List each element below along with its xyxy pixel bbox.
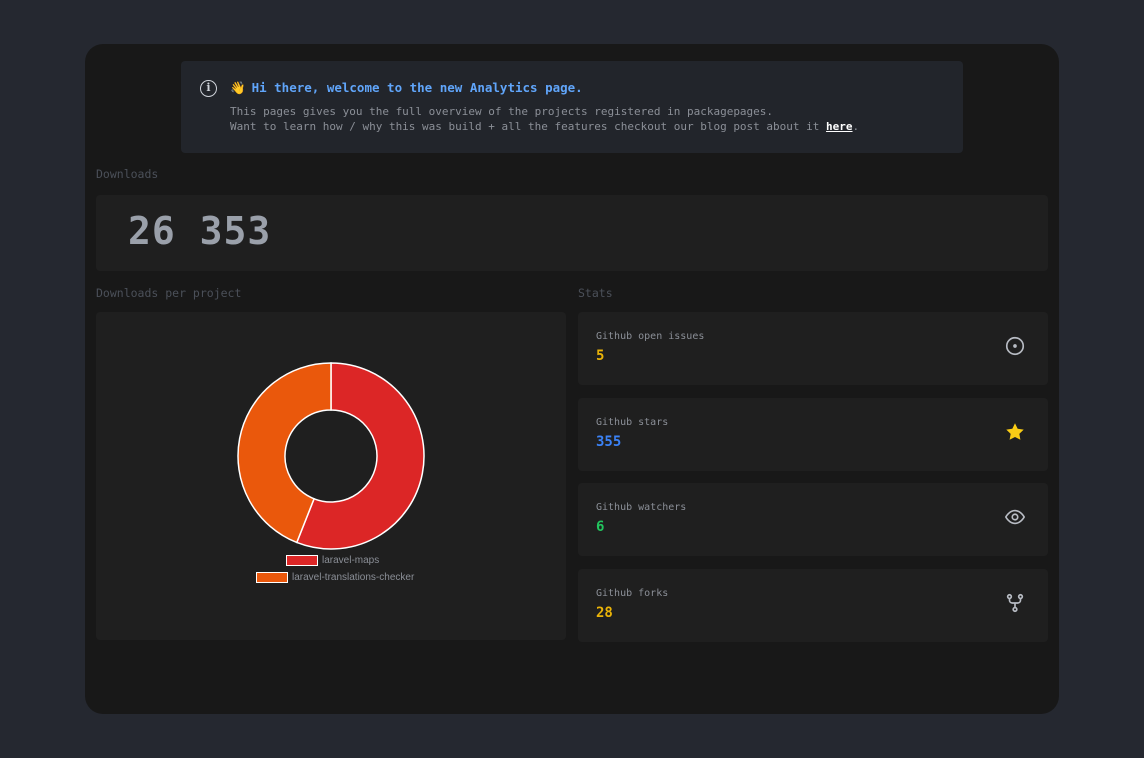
stat-label: Github stars [596, 416, 669, 428]
banner-line-2: Want to learn how / why this was build +… [230, 120, 859, 133]
donut-chart [237, 362, 425, 550]
banner-title: 👋 Hi there, welcome to the new Analytics … [230, 80, 583, 96]
banner-title-text: Hi there, welcome to the new Analytics p… [251, 80, 583, 95]
downloads-per-project-label: Downloads per project [96, 286, 242, 300]
stat-value: 6 [596, 519, 605, 535]
stat-label: Github open issues [596, 331, 705, 342]
donut-slice-laravel-translations-checker[interactable] [237, 362, 332, 544]
stat-value: 28 [596, 604, 613, 621]
downloads-per-project-card: laravel-maps laravel-translations-checker [96, 312, 566, 640]
legend-item[interactable]: laravel-maps [286, 555, 379, 566]
legend-swatch [286, 555, 318, 566]
fork-icon [1004, 592, 1026, 614]
legend-item[interactable]: laravel-translations-checker [256, 572, 414, 583]
wave-icon: 👋 [230, 80, 246, 95]
stat-card: Github open issues 5 [578, 312, 1048, 385]
downloads-card: 26 353 [96, 195, 1048, 271]
legend-label: laravel-translations-checker [292, 572, 415, 583]
banner-line-1: This pages gives you the full overview o… [230, 105, 774, 118]
analytics-panel: i 👋 Hi there, welcome to the new Analytic… [85, 44, 1059, 714]
info-icon: i [200, 80, 217, 97]
stats-label: Stats [578, 286, 613, 300]
star-icon [1004, 421, 1026, 443]
stat-card: Github forks 28 [578, 568, 1048, 642]
stat-card: Github stars 355 [578, 397, 1048, 471]
banner-line-2-text: Want to learn how / why this was build +… [230, 120, 827, 133]
stat-value: 5 [596, 348, 605, 364]
stat-value: 355 [596, 433, 622, 450]
welcome-banner: i 👋 Hi there, welcome to the new Analytic… [181, 61, 963, 153]
donut-slice-laravel-maps[interactable] [295, 362, 425, 550]
legend-label: laravel-maps [322, 555, 380, 566]
circle-dot-icon [1004, 335, 1026, 357]
legend-swatch [256, 572, 288, 583]
downloads-total: 26 353 [128, 209, 272, 253]
stats-list: Github open issues 5 Github stars 355 Github… [578, 312, 1048, 642]
blog-post-link[interactable]: here [826, 120, 853, 133]
stat-label: Github watchers [596, 502, 687, 513]
eye-icon [1004, 506, 1026, 528]
stat-label: Github forks [596, 587, 669, 599]
stat-card: Github watchers 6 [578, 483, 1048, 556]
downloads-label: Downloads [96, 167, 159, 181]
banner-line-2-suffix: . [852, 120, 860, 133]
